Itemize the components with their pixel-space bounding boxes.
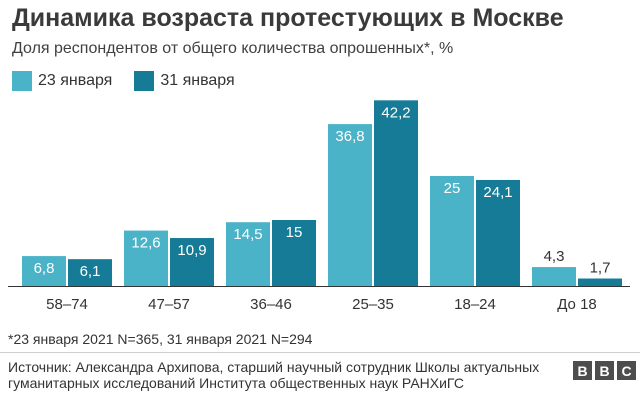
bar-2 bbox=[272, 220, 316, 286]
data-label: 15 bbox=[286, 224, 303, 241]
data-label: 25 bbox=[444, 180, 461, 197]
data-label: 14,5 bbox=[233, 226, 262, 243]
x-tick-label: 58–74 bbox=[46, 296, 88, 313]
legend-label-series2: 31 января bbox=[160, 72, 235, 89]
footnote: *23 января 2021 N=365, 31 января 2021 N=… bbox=[8, 331, 313, 347]
x-tick-label: 36–46 bbox=[250, 296, 292, 313]
bbc-letter: B bbox=[573, 361, 592, 380]
legend-swatch-series2 bbox=[134, 71, 155, 91]
bar-2 bbox=[476, 179, 520, 286]
bbc-logo: B B C bbox=[573, 361, 636, 380]
legend-label-series1: 23 января bbox=[38, 72, 113, 89]
chart-subtitle: Доля респондентов от общего количества о… bbox=[12, 40, 454, 57]
x-tick-label: 25–35 bbox=[352, 296, 394, 313]
chart-title: Динамика возраста протестующих в Москве bbox=[12, 4, 564, 32]
legend-item-series2: 31 января bbox=[134, 71, 235, 91]
bar-1 bbox=[532, 267, 576, 286]
data-label: 12,6 bbox=[131, 235, 160, 252]
legend-swatch-series1 bbox=[12, 71, 32, 91]
x-tick-label: 47–57 bbox=[148, 296, 190, 313]
data-label: 4,3 bbox=[544, 248, 565, 265]
x-tick-label: 18–24 bbox=[454, 296, 496, 313]
bar-2 bbox=[578, 278, 622, 286]
bar-2 bbox=[68, 259, 112, 286]
data-label: 1,7 bbox=[590, 260, 611, 277]
bar-1 bbox=[226, 222, 270, 286]
bar-2 bbox=[374, 100, 418, 286]
bar-2 bbox=[170, 238, 214, 286]
bbc-letter: B bbox=[595, 361, 614, 380]
bbc-letter: C bbox=[617, 361, 636, 380]
bar-1 bbox=[328, 124, 372, 286]
legend: 23 января 31 января bbox=[12, 70, 257, 92]
data-label: 36,8 bbox=[335, 128, 364, 145]
bar-1 bbox=[124, 230, 168, 286]
data-label: 10,9 bbox=[177, 242, 206, 259]
bar-1 bbox=[430, 176, 474, 286]
bar-chart: 6,8 6,1 58–74 12,6 10,9 47–57 14,5 15 36–46 36,8 4… bbox=[8, 100, 630, 313]
data-label: 6,8 bbox=[34, 260, 55, 277]
bar-1 bbox=[22, 256, 66, 286]
source-note: Источник: Александра Архипова, старший н… bbox=[8, 359, 540, 391]
divider bbox=[0, 352, 640, 353]
data-label: 42,2 bbox=[381, 104, 410, 121]
data-label: 6,1 bbox=[80, 263, 101, 280]
data-label: 24,1 bbox=[483, 184, 512, 201]
legend-item-series1: 23 января bbox=[12, 71, 112, 91]
x-tick-label: До 18 bbox=[557, 296, 597, 313]
